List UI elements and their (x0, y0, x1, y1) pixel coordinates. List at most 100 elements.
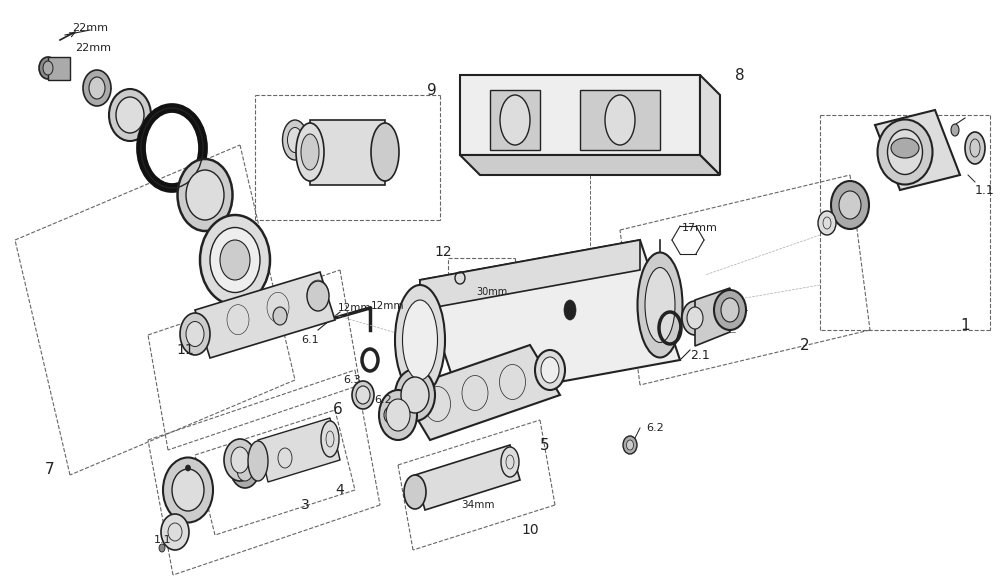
Text: 8: 8 (735, 68, 745, 82)
Ellipse shape (623, 436, 637, 454)
Ellipse shape (501, 447, 519, 477)
Ellipse shape (395, 285, 445, 395)
Ellipse shape (965, 132, 985, 164)
Ellipse shape (109, 89, 151, 141)
Polygon shape (258, 418, 340, 482)
Polygon shape (875, 110, 960, 190)
Ellipse shape (83, 70, 111, 106)
Ellipse shape (371, 123, 399, 181)
Ellipse shape (951, 124, 959, 136)
Ellipse shape (248, 441, 268, 481)
Polygon shape (195, 272, 335, 358)
Polygon shape (420, 240, 640, 310)
Ellipse shape (564, 300, 576, 320)
Polygon shape (695, 288, 730, 346)
Ellipse shape (186, 465, 191, 471)
Text: 2: 2 (800, 338, 810, 352)
Ellipse shape (626, 440, 634, 450)
Ellipse shape (714, 290, 746, 330)
Ellipse shape (283, 120, 308, 160)
Text: 4: 4 (336, 483, 344, 497)
Ellipse shape (180, 313, 210, 355)
Ellipse shape (500, 95, 530, 145)
Ellipse shape (220, 240, 250, 280)
Ellipse shape (356, 386, 370, 404)
Text: 34mm: 34mm (461, 500, 495, 510)
Text: 6.2: 6.2 (374, 395, 392, 405)
Ellipse shape (172, 469, 204, 511)
Text: 7: 7 (45, 463, 55, 477)
Ellipse shape (401, 377, 429, 413)
Text: 3: 3 (301, 498, 309, 512)
Polygon shape (310, 120, 385, 185)
Ellipse shape (380, 402, 400, 428)
Polygon shape (460, 155, 720, 175)
Ellipse shape (186, 322, 204, 346)
Polygon shape (700, 75, 720, 175)
Text: 6.2: 6.2 (646, 423, 664, 433)
Polygon shape (48, 57, 70, 80)
Ellipse shape (395, 369, 435, 421)
Ellipse shape (43, 61, 53, 75)
Ellipse shape (839, 191, 861, 219)
Ellipse shape (159, 544, 165, 552)
Ellipse shape (878, 119, 932, 185)
Polygon shape (415, 445, 520, 510)
Ellipse shape (231, 447, 249, 473)
Ellipse shape (352, 381, 374, 409)
Text: 5: 5 (540, 437, 550, 453)
Ellipse shape (402, 300, 438, 380)
Text: 12mm: 12mm (371, 301, 405, 311)
Ellipse shape (273, 442, 297, 474)
Ellipse shape (386, 399, 410, 431)
Ellipse shape (288, 128, 303, 152)
Ellipse shape (384, 407, 396, 423)
Text: 6: 6 (333, 403, 343, 417)
Text: 11: 11 (176, 343, 194, 357)
Ellipse shape (224, 439, 256, 481)
Ellipse shape (116, 97, 144, 133)
Text: 6.1: 6.1 (301, 335, 319, 345)
Ellipse shape (186, 170, 224, 220)
Text: 6.3: 6.3 (343, 375, 361, 385)
Ellipse shape (535, 350, 565, 390)
Ellipse shape (831, 181, 869, 229)
Polygon shape (400, 345, 560, 440)
Ellipse shape (161, 514, 189, 550)
Text: 1.1: 1.1 (975, 183, 995, 196)
Polygon shape (580, 90, 660, 150)
Ellipse shape (89, 77, 105, 99)
Ellipse shape (605, 95, 635, 145)
Ellipse shape (404, 475, 426, 509)
Ellipse shape (301, 134, 319, 170)
Ellipse shape (687, 307, 703, 329)
Ellipse shape (200, 215, 270, 305)
Text: 1.1: 1.1 (154, 535, 172, 545)
Ellipse shape (39, 57, 57, 79)
Ellipse shape (645, 268, 675, 342)
Ellipse shape (307, 281, 329, 311)
Ellipse shape (296, 123, 324, 181)
Ellipse shape (379, 390, 417, 440)
Ellipse shape (178, 159, 233, 231)
Ellipse shape (321, 421, 339, 457)
Ellipse shape (682, 301, 708, 335)
Text: 22mm: 22mm (72, 23, 108, 33)
Ellipse shape (721, 298, 739, 322)
Text: 17mm: 17mm (682, 223, 718, 233)
Text: 2.1: 2.1 (690, 349, 710, 362)
Ellipse shape (278, 448, 292, 468)
Text: 22mm: 22mm (75, 43, 111, 53)
Text: 12mm: 12mm (338, 303, 372, 313)
Ellipse shape (231, 452, 259, 488)
Ellipse shape (210, 228, 260, 292)
Polygon shape (490, 90, 540, 150)
Text: 12: 12 (434, 245, 452, 259)
Ellipse shape (163, 457, 213, 523)
Ellipse shape (541, 357, 559, 383)
Polygon shape (460, 75, 700, 155)
Polygon shape (420, 240, 680, 400)
Ellipse shape (818, 211, 836, 235)
Text: 1: 1 (960, 318, 970, 332)
Ellipse shape (888, 129, 922, 175)
